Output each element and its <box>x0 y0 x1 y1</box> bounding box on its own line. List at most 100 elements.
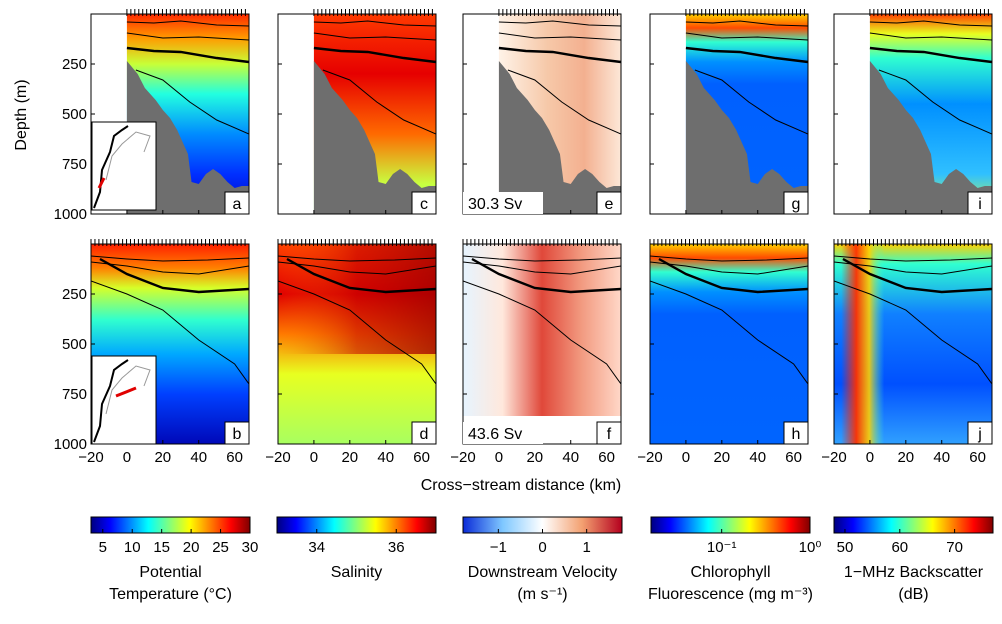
panel-letter-box: g <box>783 191 809 215</box>
y-tick-label: 250 <box>62 286 87 303</box>
panel-letter-bg <box>967 421 993 445</box>
panel-c-isopycnal <box>322 69 436 135</box>
panel-letter-bg <box>783 191 809 215</box>
panel-h-isopycnal <box>658 257 808 294</box>
panel-g-bathymetry <box>685 25 808 214</box>
colorbar-label: Temperature (°C) <box>109 586 232 603</box>
panel-letter-bg <box>596 421 622 445</box>
panel-letter: c <box>420 196 428 213</box>
panel-letter: f <box>607 426 612 443</box>
colorbar-gradient <box>276 516 437 534</box>
panel-e-isopycnal <box>498 32 621 41</box>
panel-e-isopycnal <box>507 69 621 135</box>
colorbar-tick-label: 0 <box>538 539 546 556</box>
panel-letter-bg <box>224 191 250 215</box>
x-tick-label: −20 <box>450 449 475 466</box>
panel-letter-box: i <box>967 191 993 215</box>
y-tick-label: 750 <box>62 156 87 173</box>
panel-g-isopycnal <box>694 69 808 135</box>
colorbar-tick-label: 10 <box>124 539 141 556</box>
panel-h: h <box>649 239 809 445</box>
panel-f-colour-field <box>463 244 621 444</box>
panel-b-isopycnal <box>91 280 249 385</box>
panel-i: i <box>833 9 993 215</box>
panel-c-isopycnal <box>313 46 436 64</box>
colorbar-tick-label: 1 <box>582 539 590 556</box>
panel-letter: d <box>420 426 429 443</box>
panel-b: b <box>90 239 250 445</box>
transport-label: 30.3 Sv <box>468 196 522 213</box>
panel-letter: e <box>605 196 614 213</box>
x-tick-label: 0 <box>866 449 874 466</box>
colorbar-2: 34 36 Salinity <box>276 516 437 581</box>
panel-letter: g <box>792 196 801 213</box>
panel-g-field <box>650 14 808 214</box>
y-axis-title: Depth (m) <box>13 79 30 150</box>
x-tick-label: 60 <box>413 449 430 466</box>
colorbar-label: 1−MHz Backscatter <box>844 564 984 581</box>
panel-e: e 30.3 Sv <box>462 9 622 215</box>
x-tick-label: 60 <box>598 449 615 466</box>
colorbar-label: Salinity <box>331 564 383 581</box>
panel-letter: h <box>792 426 801 443</box>
colorbar-tick-label: 50 <box>837 539 854 556</box>
panel-a-bathymetry <box>126 25 249 214</box>
panel-a-isopycnal <box>126 32 249 41</box>
colorbar-tick-label: 34 <box>308 539 325 556</box>
panel-letter: j <box>977 426 982 443</box>
panel-j: j <box>833 239 993 445</box>
inset-map <box>91 121 157 211</box>
x-tick-label: −20 <box>637 449 662 466</box>
colorbar-gradient <box>833 516 994 534</box>
panel-i-field <box>834 14 992 214</box>
panel-letter-box: f <box>596 421 622 445</box>
panel-e-isopycnal <box>498 46 621 64</box>
panel-letter-box: d <box>411 421 437 445</box>
panel-e-bathymetry <box>498 25 621 214</box>
panel-g-isopycnal <box>685 46 808 64</box>
colorbar-gradient <box>90 516 251 534</box>
panel-h-isopycnal <box>650 261 808 275</box>
panel-a-isopycnal <box>135 69 249 135</box>
panel-c-field <box>278 14 436 214</box>
transport-box: 30.3 Sv <box>463 192 543 214</box>
colorbar-tick-label: 25 <box>212 539 229 556</box>
panel-d-isopycnal <box>286 257 436 294</box>
x-tick-label: 20 <box>713 449 730 466</box>
panel-i-isopycnal <box>869 32 992 41</box>
panel-letter-box: b <box>224 421 250 445</box>
panel-a: a <box>90 9 250 215</box>
inset-map-frame <box>91 121 157 211</box>
panel-c-isopycnal <box>313 32 436 41</box>
panel-b-isopycnal <box>91 255 249 262</box>
panel-f: f 43.6 Sv <box>462 239 622 445</box>
panel-f-isopycnal <box>463 280 621 385</box>
panel-e-isopycnal <box>498 20 621 27</box>
y-tick-label: 500 <box>62 106 87 123</box>
colorbar-tick-label: 15 <box>153 539 170 556</box>
panel-letter-box: j <box>967 421 993 445</box>
colorbar-tick-label: 36 <box>388 539 405 556</box>
x-axis-title: Cross−stream distance (km) <box>421 477 622 494</box>
panel-c-isopycnal <box>313 20 436 27</box>
panel-d-isopycnal <box>278 255 436 262</box>
colorbar-tick-label: 10⁻¹ <box>707 539 737 556</box>
panel-letter-bg <box>596 191 622 215</box>
colorbar-5: 50 60 70 1−MHz Backscatter (dB) <box>833 516 994 603</box>
shelf-contour <box>105 131 151 181</box>
panel-f-isopycnal <box>471 257 621 294</box>
colorbar-gradient <box>650 516 811 534</box>
section-line <box>97 177 106 189</box>
panel-c-bathymetry <box>313 25 436 214</box>
transport-box: 43.6 Sv <box>463 422 543 444</box>
panel-letter-box: a <box>224 191 250 215</box>
colorbar-tick-label: 70 <box>946 539 963 556</box>
panel-f-isopycnal <box>463 261 621 275</box>
panel-d-isopycnal <box>278 280 436 385</box>
panel-d-isopycnal <box>278 261 436 275</box>
x-tick-label: 60 <box>969 449 986 466</box>
panel-a-isopycnal <box>126 46 249 64</box>
panel-letter: b <box>233 426 242 443</box>
